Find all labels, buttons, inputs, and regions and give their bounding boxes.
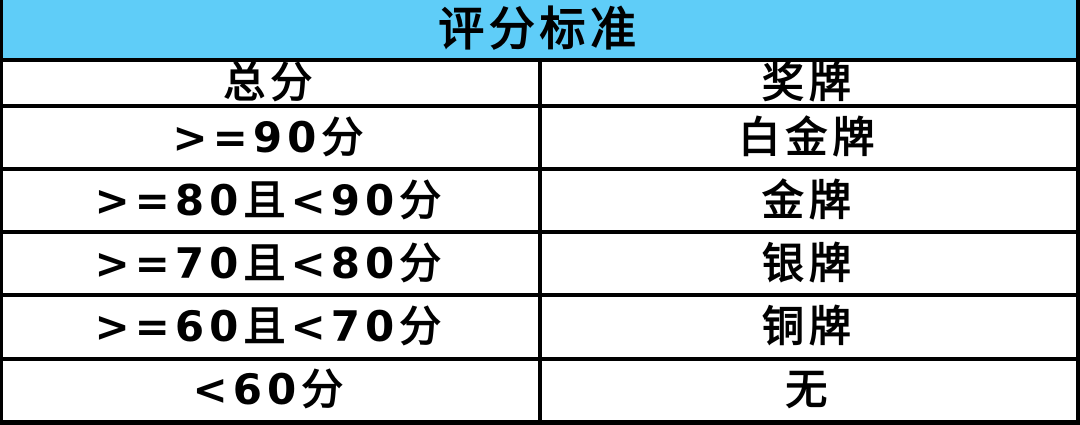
score-cell: <60分 bbox=[0, 356, 542, 425]
medal-cell: 无 bbox=[537, 356, 1080, 425]
column-header-score: 总分 bbox=[0, 58, 542, 108]
table-row: <60分 无 bbox=[0, 356, 1080, 425]
table-row: >=80且<90分 金牌 bbox=[0, 167, 1080, 235]
medal-cell: 白金牌 bbox=[537, 103, 1080, 172]
column-header-row: 总分 奖牌 bbox=[0, 58, 1080, 108]
table-row: >=60且<70分 铜牌 bbox=[0, 293, 1080, 361]
score-cell: >=70且<80分 bbox=[0, 230, 542, 298]
title-row: 评分标准 bbox=[0, 0, 1080, 62]
table-row: >=90分 白金牌 bbox=[0, 103, 1080, 172]
medal-cell: 铜牌 bbox=[537, 293, 1080, 361]
column-header-medal: 奖牌 bbox=[537, 58, 1080, 108]
score-cell: >=80且<90分 bbox=[0, 167, 542, 235]
score-cell: >=60且<70分 bbox=[0, 293, 542, 361]
table-title: 评分标准 bbox=[0, 0, 1080, 62]
score-cell: >=90分 bbox=[0, 103, 542, 172]
table-row: >=70且<80分 银牌 bbox=[0, 230, 1080, 298]
medal-cell: 银牌 bbox=[537, 230, 1080, 298]
medal-cell: 金牌 bbox=[537, 167, 1080, 235]
